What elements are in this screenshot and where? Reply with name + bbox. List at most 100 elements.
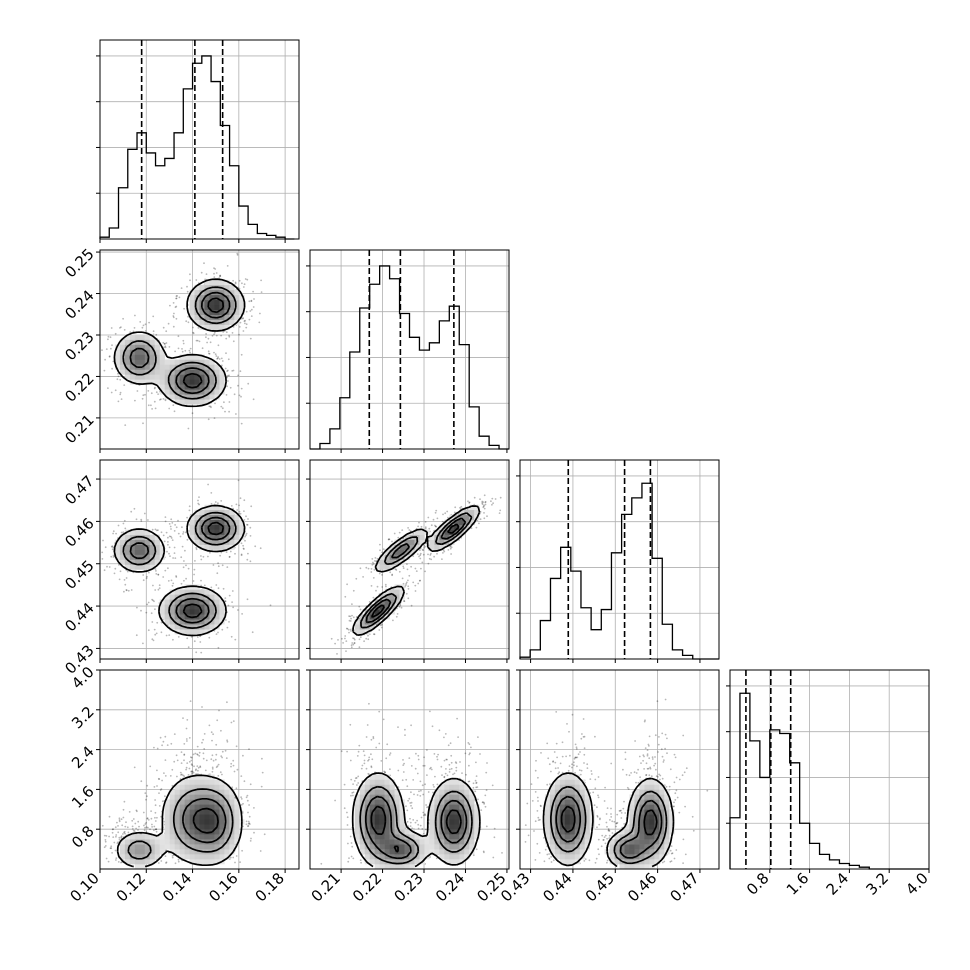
sample-point xyxy=(228,621,230,623)
sample-point xyxy=(124,825,127,828)
sample-point xyxy=(247,820,250,823)
sample-point xyxy=(341,637,343,640)
sample-point xyxy=(388,538,390,541)
sample-point xyxy=(415,570,418,572)
sample-point xyxy=(163,772,165,774)
sample-point xyxy=(356,784,358,786)
sample-point xyxy=(237,384,239,387)
sample-point xyxy=(212,564,215,566)
sample-point xyxy=(397,726,399,728)
sample-point xyxy=(232,279,235,282)
sample-point xyxy=(173,530,176,532)
sample-point xyxy=(475,782,478,784)
sample-point xyxy=(501,852,503,854)
sample-point xyxy=(491,784,494,787)
sample-point xyxy=(422,549,425,551)
sample-point xyxy=(177,860,180,863)
sample-point xyxy=(372,577,375,579)
sample-point xyxy=(658,773,660,776)
sample-point xyxy=(180,582,183,585)
sample-point xyxy=(245,823,248,826)
sample-point xyxy=(119,570,122,573)
sample-point xyxy=(202,555,205,558)
sample-point xyxy=(157,573,160,576)
sample-point xyxy=(156,747,159,750)
sample-point xyxy=(423,756,425,759)
sample-point xyxy=(485,825,488,828)
sample-point xyxy=(157,529,159,532)
sample-point xyxy=(443,736,445,739)
sample-point xyxy=(123,590,125,593)
sample-point xyxy=(215,272,218,274)
sample-point xyxy=(408,757,411,759)
sample-point xyxy=(468,743,471,746)
sample-point xyxy=(249,535,252,537)
sample-point xyxy=(116,842,119,845)
sample-point xyxy=(420,567,422,570)
sample-point xyxy=(247,811,249,814)
sample-point xyxy=(397,769,400,772)
sample-point xyxy=(374,560,376,562)
sample-point xyxy=(140,518,143,521)
sample-point xyxy=(173,312,175,315)
sample-point xyxy=(182,342,185,345)
sample-point xyxy=(184,349,187,352)
sample-point xyxy=(155,632,158,635)
sample-point xyxy=(172,316,175,319)
sample-point xyxy=(357,782,360,784)
sample-point xyxy=(201,347,204,350)
sample-point xyxy=(170,535,172,538)
sample-point xyxy=(228,594,231,597)
sample-point xyxy=(200,555,202,557)
sample-point xyxy=(114,389,117,392)
sample-point xyxy=(208,636,211,639)
sample-point xyxy=(237,374,240,377)
sample-point xyxy=(371,558,374,560)
sample-point xyxy=(472,782,475,785)
sample-point xyxy=(484,503,487,506)
sample-point xyxy=(620,817,623,819)
sample-point xyxy=(603,800,606,802)
sample-point xyxy=(259,850,262,852)
sample-point xyxy=(183,307,186,310)
sample-point xyxy=(195,651,198,654)
sample-point xyxy=(108,835,110,838)
sample-point xyxy=(249,783,252,786)
sample-point xyxy=(443,550,446,553)
sample-point xyxy=(608,837,611,839)
sample-point xyxy=(376,585,379,588)
sample-point xyxy=(205,333,208,335)
sample-point xyxy=(432,791,434,794)
sample-point xyxy=(162,326,165,329)
sample-point xyxy=(367,634,369,637)
sample-point xyxy=(445,768,447,770)
sample-point xyxy=(165,342,168,344)
sample-point xyxy=(576,765,578,768)
sample-point xyxy=(239,321,242,324)
sample-point xyxy=(486,762,488,764)
sample-point xyxy=(109,336,112,339)
sample-point xyxy=(229,856,232,859)
sample-point xyxy=(554,761,557,764)
sample-point xyxy=(192,331,195,334)
sample-point xyxy=(182,533,184,535)
sample-point xyxy=(192,580,195,582)
sample-point xyxy=(181,526,183,529)
sample-point xyxy=(220,500,223,502)
sample-point xyxy=(114,849,117,852)
sample-point xyxy=(161,779,164,782)
sample-point xyxy=(367,772,370,775)
sample-point xyxy=(675,849,678,851)
sample-point xyxy=(356,755,359,757)
sample-point xyxy=(663,759,665,761)
sample-point xyxy=(184,549,186,552)
sample-point xyxy=(411,827,413,830)
sample-point xyxy=(367,567,370,570)
sample-point xyxy=(156,621,159,624)
sample-point xyxy=(418,790,420,793)
sample-point xyxy=(125,821,127,824)
sample-point xyxy=(363,762,366,765)
sample-point xyxy=(214,758,217,761)
sample-point xyxy=(358,605,361,608)
sample-point xyxy=(192,326,194,329)
